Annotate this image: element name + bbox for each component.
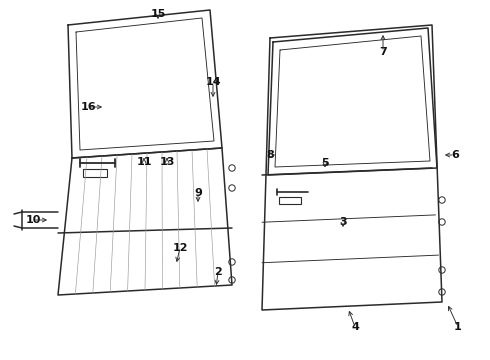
Text: 2: 2 <box>214 267 222 277</box>
Text: 9: 9 <box>194 188 202 198</box>
Text: 12: 12 <box>172 243 188 253</box>
Text: 1: 1 <box>454 322 462 332</box>
Text: 7: 7 <box>379 47 387 57</box>
Text: 10: 10 <box>25 215 41 225</box>
Text: 3: 3 <box>339 217 347 227</box>
Bar <box>279 197 301 204</box>
Text: 6: 6 <box>451 150 459 160</box>
Text: 5: 5 <box>321 158 329 168</box>
Text: 14: 14 <box>205 77 221 87</box>
Text: 13: 13 <box>159 157 175 167</box>
Text: 4: 4 <box>351 322 359 332</box>
Bar <box>83 169 107 177</box>
Text: 11: 11 <box>136 157 152 167</box>
Text: 15: 15 <box>150 9 166 19</box>
Text: 16: 16 <box>80 102 96 112</box>
Text: 8: 8 <box>266 150 274 160</box>
